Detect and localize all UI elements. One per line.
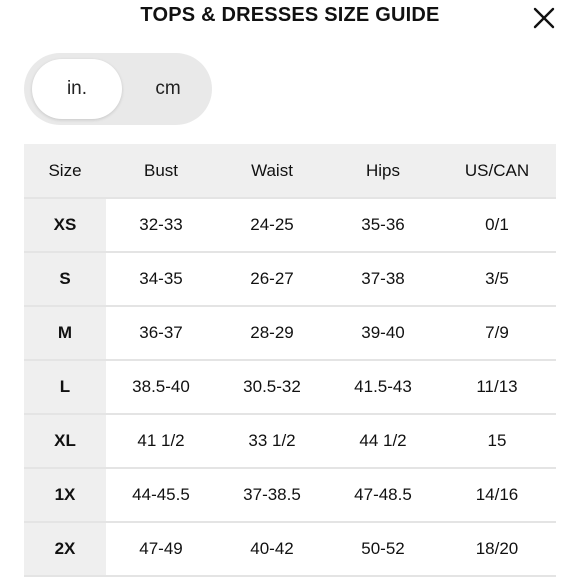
table-row: L 38.5-40 30.5-32 41.5-43 11/13 xyxy=(24,360,556,415)
size-cell: XL xyxy=(24,414,106,469)
bust-cell: 36-37 xyxy=(106,306,216,361)
bust-cell: 47-49 xyxy=(106,522,216,577)
size-cell: 1X xyxy=(24,468,106,523)
us-can-cell: 7/9 xyxy=(438,306,556,361)
waist-cell: 33 1/2 xyxy=(216,414,328,469)
table-header-row: Size Bust Waist Hips US/CAN xyxy=(24,144,556,199)
size-guide-title: TOPS & DRESSES SIZE GUIDE xyxy=(140,4,440,26)
hips-cell: 47-48.5 xyxy=(328,468,438,523)
hips-cell: 37-38 xyxy=(328,252,438,307)
bust-cell: 41 1/2 xyxy=(106,414,216,469)
hips-cell: 44 1/2 xyxy=(328,414,438,469)
hips-cell: 35-36 xyxy=(328,198,438,253)
us-can-cell: 18/20 xyxy=(438,522,556,577)
size-table: Size Bust Waist Hips US/CAN XS 32-33 24-… xyxy=(24,144,556,577)
table-row: XL 41 1/2 33 1/2 44 1/2 15 xyxy=(24,414,556,469)
us-can-cell: 14/16 xyxy=(438,468,556,523)
waist-cell: 24-25 xyxy=(216,198,328,253)
header-waist: Waist xyxy=(216,144,328,199)
hips-cell: 50-52 xyxy=(328,522,438,577)
header-hips: Hips xyxy=(328,144,438,199)
waist-cell: 40-42 xyxy=(216,522,328,577)
bust-cell: 44-45.5 xyxy=(106,468,216,523)
header-us-can: US/CAN xyxy=(438,144,556,199)
waist-cell: 30.5-32 xyxy=(216,360,328,415)
waist-cell: 28-29 xyxy=(216,306,328,361)
bust-cell: 34-35 xyxy=(106,252,216,307)
unit-option-cm[interactable]: cm xyxy=(155,78,181,99)
hips-cell: 39-40 xyxy=(328,306,438,361)
table-row: 2X 47-49 40-42 50-52 18/20 xyxy=(24,522,556,577)
table-row: XS 32-33 24-25 35-36 0/1 xyxy=(24,198,556,253)
table-row: M 36-37 28-29 39-40 7/9 xyxy=(24,306,556,361)
header-size: Size xyxy=(24,144,106,199)
table-row: 1X 44-45.5 37-38.5 47-48.5 14/16 xyxy=(24,468,556,523)
size-cell: L xyxy=(24,360,106,415)
table-row: S 34-35 26-27 37-38 3/5 xyxy=(24,252,556,307)
hips-cell: 41.5-43 xyxy=(328,360,438,415)
waist-cell: 37-38.5 xyxy=(216,468,328,523)
unit-option-in[interactable]: in. xyxy=(32,59,122,119)
us-can-cell: 11/13 xyxy=(438,360,556,415)
us-can-cell: 0/1 xyxy=(438,198,556,253)
us-can-cell: 3/5 xyxy=(438,252,556,307)
waist-cell: 26-27 xyxy=(216,252,328,307)
us-can-cell: 15 xyxy=(438,414,556,469)
bust-cell: 38.5-40 xyxy=(106,360,216,415)
header-bust: Bust xyxy=(106,144,216,199)
unit-toggle: in. cm xyxy=(24,53,212,125)
size-cell: S xyxy=(24,252,106,307)
size-cell: 2X xyxy=(24,522,106,577)
size-cell: M xyxy=(24,306,106,361)
bust-cell: 32-33 xyxy=(106,198,216,253)
size-cell: XS xyxy=(24,198,106,253)
close-icon[interactable] xyxy=(532,6,556,30)
